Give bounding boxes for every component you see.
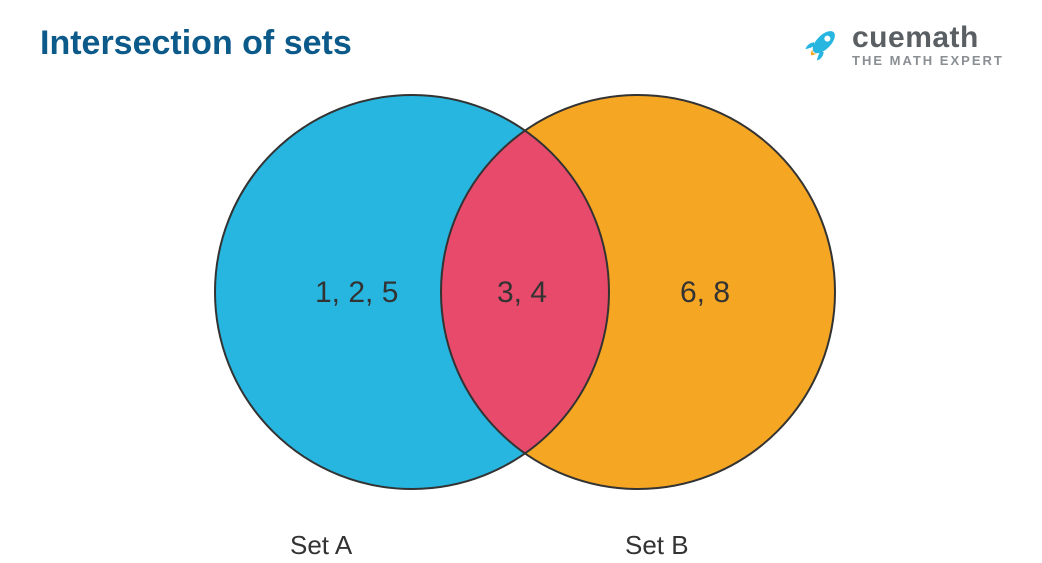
brand-tagline: THE MATH EXPERT [852,54,1004,68]
set-b-values: 6, 8 [680,276,730,309]
page-title: Intersection of sets [40,24,352,63]
page: Intersection of sets cuemath THE MATH EX… [0,0,1042,563]
intersection-values: 3, 4 [497,276,547,309]
rocket-icon [800,24,842,66]
set-a-values: 1, 2, 5 [315,276,398,309]
venn-diagram: 1, 2, 5 3, 4 6, 8 [195,82,855,502]
brand-name: cuemath [852,22,1004,54]
set-b-label: Set B [625,530,689,561]
brand-text: cuemath THE MATH EXPERT [852,22,1004,67]
brand-logo: cuemath THE MATH EXPERT [800,22,1004,67]
set-a-label: Set A [290,530,352,561]
